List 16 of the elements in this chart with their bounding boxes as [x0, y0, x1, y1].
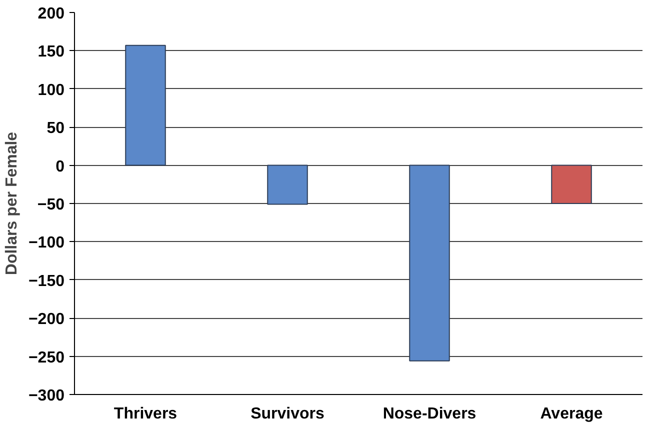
y-tick-label: 100 — [38, 82, 65, 99]
y-tick-label: −150 — [28, 272, 65, 290]
y-axis-title: Dollars per Female — [3, 132, 20, 276]
y-tick-label: 150 — [38, 44, 65, 61]
x-tick-label: Thrivers — [114, 406, 178, 422]
y-tick-label: −300 — [28, 388, 65, 404]
y-tick-label: −50 — [37, 196, 65, 214]
x-tick-label: Average — [540, 406, 603, 422]
x-tick-label: Nose-Divers — [382, 406, 476, 422]
x-tick-label: Survivors — [250, 406, 325, 422]
y-tick-label: 200 — [38, 6, 65, 22]
y-tick-label: −250 — [28, 349, 65, 366]
y-tick-label: −100 — [28, 234, 65, 252]
y-tick-label: 50 — [46, 120, 65, 138]
y-tick-label: 0 — [56, 158, 65, 176]
y-tick-label: −200 — [28, 311, 65, 328]
